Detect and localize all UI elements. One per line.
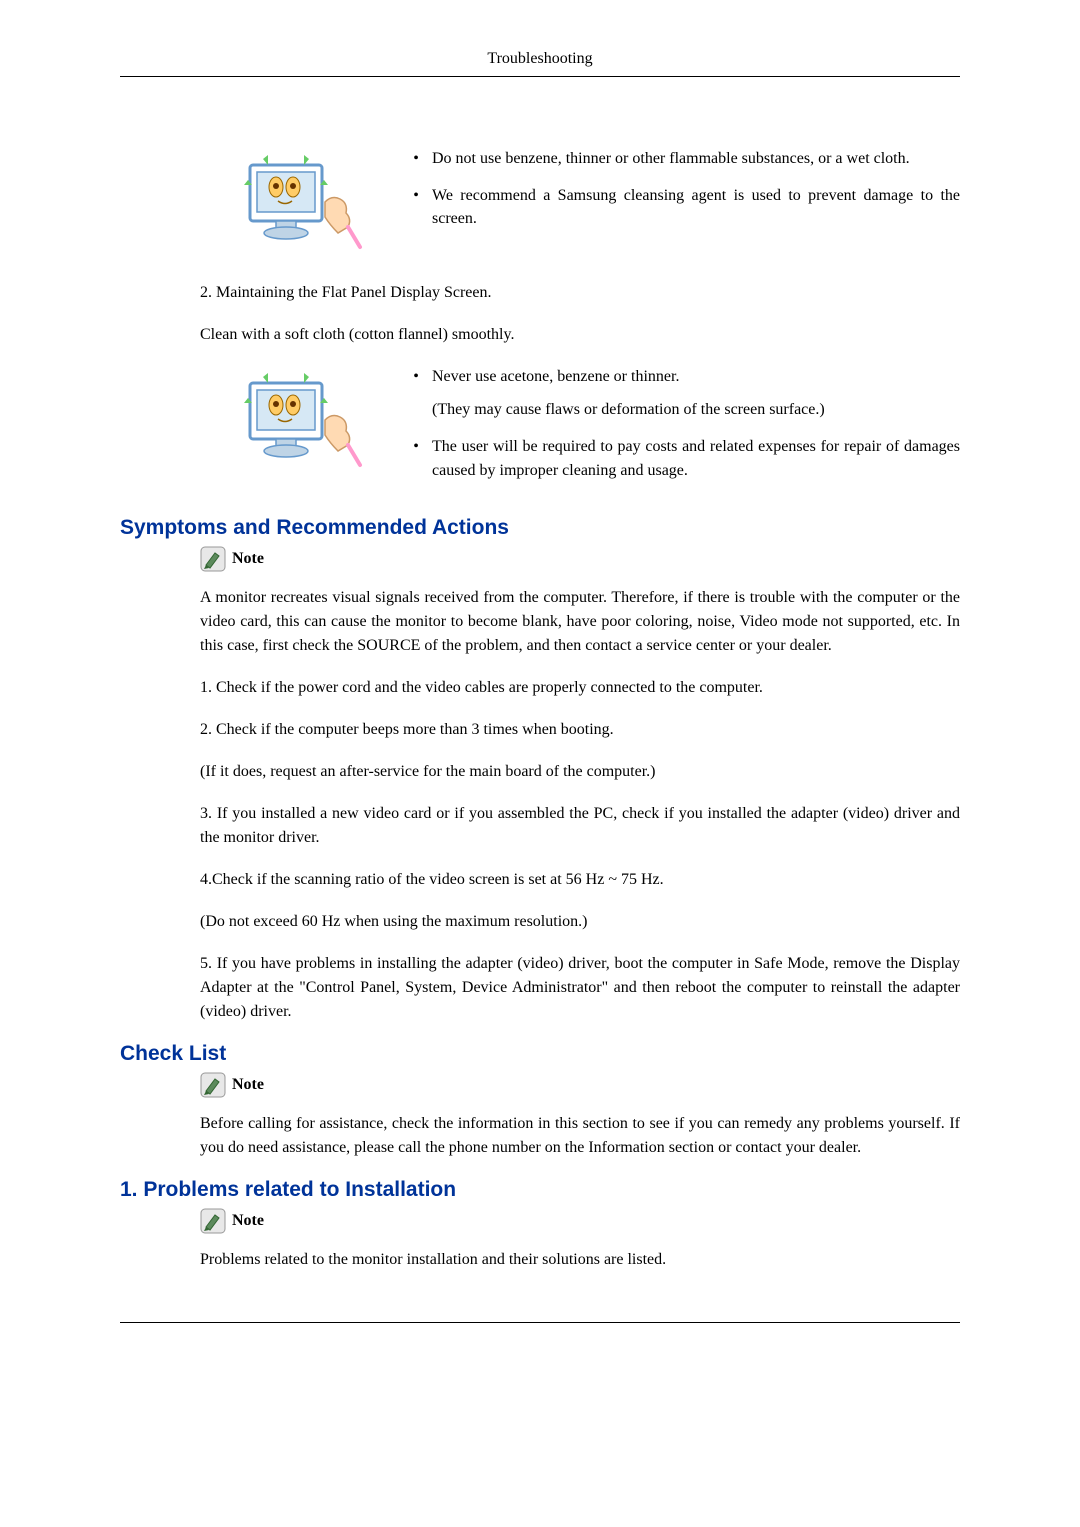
cleaning-row-2: • Never use acetone, benzene or thinner.… xyxy=(200,365,960,496)
symptoms-p6: 4.Check if the scanning ratio of the vid… xyxy=(200,868,960,892)
note-icon xyxy=(200,1208,226,1234)
note-icon xyxy=(200,1072,226,1098)
bullet2-text-1: Never use acetone, benzene or thinner. xyxy=(432,365,960,388)
header-title: Troubleshooting xyxy=(487,50,592,67)
page-header: Troubleshooting xyxy=(120,50,960,77)
cleaning-row-1: • Do not use benzene, thinner or other f… xyxy=(200,147,960,257)
bullet2-text-2: The user will be required to pay costs a… xyxy=(432,435,960,481)
symptoms-p4: (If it does, request an after-service fo… xyxy=(200,760,960,784)
symptoms-p7: (Do not exceed 60 Hz when using the maxi… xyxy=(200,910,960,934)
symptoms-heading: Symptoms and Recommended Actions xyxy=(120,516,960,540)
checklist-p1: Before calling for assistance, check the… xyxy=(200,1112,960,1160)
maintaining-text: 2. Maintaining the Flat Panel Display Sc… xyxy=(200,281,960,305)
symptoms-p2: 1. Check if the power cord and the video… xyxy=(200,676,960,700)
bullet-marker: • xyxy=(400,147,432,170)
symptoms-p8: 5. If you have problems in installing th… xyxy=(200,952,960,1024)
symptoms-p3: 2. Check if the computer beeps more than… xyxy=(200,718,960,742)
bullet-text-1: Do not use benzene, thinner or other fla… xyxy=(432,147,960,170)
note-icon xyxy=(200,546,226,572)
note-label: Note xyxy=(232,1212,264,1230)
bullet-marker: • xyxy=(400,435,432,481)
bullet-marker: • xyxy=(400,184,432,230)
monitor-clean-icon-1 xyxy=(230,147,370,257)
checklist-heading: Check List xyxy=(120,1042,960,1066)
symptoms-p5: 3. If you installed a new video card or … xyxy=(200,802,960,850)
bullet-text-2: We recommend a Samsung cleansing agent i… xyxy=(432,184,960,230)
monitor-clean-icon-2 xyxy=(230,365,370,475)
clean-text: Clean with a soft cloth (cotton flannel)… xyxy=(200,323,960,347)
problems-heading: 1. Problems related to Installation xyxy=(120,1178,960,1202)
problems-p1: Problems related to the monitor installa… xyxy=(200,1248,960,1272)
bullet-marker: • xyxy=(400,365,432,388)
note-label: Note xyxy=(232,1076,264,1094)
bullet2-sub-1: (They may cause flaws or deformation of … xyxy=(432,398,960,421)
note-label: Note xyxy=(232,550,264,568)
footer-rule xyxy=(120,1322,960,1323)
symptoms-p1: A monitor recreates visual signals recei… xyxy=(200,586,960,658)
